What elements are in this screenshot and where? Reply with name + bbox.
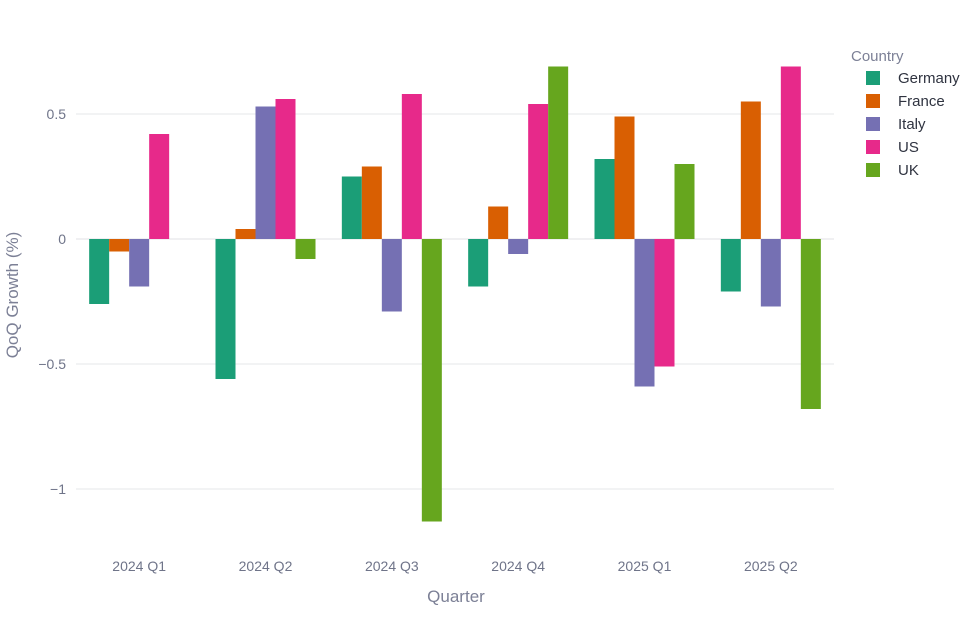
y-tick-label: −0.5 bbox=[38, 356, 66, 372]
legend-swatch bbox=[866, 140, 880, 154]
x-tick-label: 2024 Q3 bbox=[365, 558, 419, 574]
legend-swatch bbox=[866, 94, 880, 108]
legend-swatch bbox=[866, 117, 880, 131]
bar-france-2024-q3 bbox=[361, 166, 382, 239]
bar-us-2024-q1 bbox=[149, 134, 170, 239]
legend-label: Germany bbox=[898, 70, 960, 87]
legend-item-uk[interactable]: UK bbox=[866, 162, 919, 179]
bar-germany-2024-q1 bbox=[89, 239, 110, 304]
bar-us-2024-q3 bbox=[401, 94, 422, 239]
bar-uk-2025-q1 bbox=[674, 164, 695, 239]
bar-germany-2024-q2 bbox=[215, 239, 236, 379]
legend-swatch bbox=[866, 71, 880, 85]
bars bbox=[89, 66, 821, 522]
bar-italy-2024-q3 bbox=[381, 239, 402, 312]
legend-item-france[interactable]: France bbox=[866, 93, 945, 110]
bar-germany-2024-q4 bbox=[468, 239, 489, 287]
bar-germany-2024-q3 bbox=[341, 176, 362, 239]
bar-germany-2025-q2 bbox=[720, 239, 741, 292]
bar-uk-2025-q2 bbox=[800, 239, 821, 409]
legend-swatch bbox=[866, 163, 880, 177]
bar-uk-2024-q3 bbox=[421, 239, 442, 522]
bar-us-2025-q1 bbox=[654, 239, 675, 367]
x-tick-label: 2025 Q1 bbox=[618, 558, 672, 574]
legend-label: UK bbox=[898, 162, 919, 179]
bar-italy-2025-q2 bbox=[760, 239, 781, 307]
legend-item-us[interactable]: US bbox=[866, 139, 919, 156]
x-axis-title: Quarter bbox=[427, 587, 485, 606]
y-tick-label: 0.5 bbox=[47, 106, 67, 122]
bar-france-2025-q2 bbox=[740, 101, 761, 239]
x-tick-label: 2025 Q2 bbox=[744, 558, 798, 574]
x-tick-label: 2024 Q1 bbox=[112, 558, 166, 574]
bar-italy-2024-q2 bbox=[255, 106, 276, 239]
legend-label: France bbox=[898, 93, 945, 110]
x-tick-label: 2024 Q4 bbox=[491, 558, 545, 574]
legend-label: Italy bbox=[898, 116, 926, 133]
legend-item-italy[interactable]: Italy bbox=[866, 116, 926, 133]
legend-label: US bbox=[898, 139, 919, 156]
bar-italy-2025-q1 bbox=[634, 239, 655, 387]
x-tick-labels: 2024 Q1 2024 Q2 2024 Q3 2024 Q4 2025 Q1 2025 … bbox=[112, 558, 798, 574]
gridlines bbox=[76, 113, 834, 490]
bar-us-2024-q2 bbox=[275, 99, 296, 239]
legend-item-germany[interactable]: Germany bbox=[866, 70, 960, 87]
bar-france-2024-q2 bbox=[235, 229, 256, 239]
bar-uk-2024-q2 bbox=[295, 239, 316, 259]
y-tick-label: −1 bbox=[50, 481, 66, 497]
bar-france-2025-q1 bbox=[614, 116, 635, 239]
bar-us-2024-q4 bbox=[528, 104, 549, 239]
bar-germany-2025-q1 bbox=[594, 159, 615, 239]
y-tick-labels: 0.5 0 −0.5 −1 bbox=[38, 106, 66, 497]
legend-title: Country bbox=[851, 48, 904, 65]
bar-us-2025-q2 bbox=[780, 66, 801, 239]
bar-france-2024-q1 bbox=[109, 239, 130, 252]
y-axis-title: QoQ Growth (%) bbox=[3, 232, 22, 359]
bar-italy-2024-q1 bbox=[129, 239, 150, 287]
bar-uk-2024-q4 bbox=[548, 66, 569, 239]
x-tick-label: 2024 Q2 bbox=[239, 558, 293, 574]
legend: Country Germany France Italy US UK bbox=[851, 48, 960, 179]
bar-france-2024-q4 bbox=[488, 206, 509, 239]
bar-italy-2024-q4 bbox=[508, 239, 529, 254]
y-tick-label: 0 bbox=[58, 231, 66, 247]
